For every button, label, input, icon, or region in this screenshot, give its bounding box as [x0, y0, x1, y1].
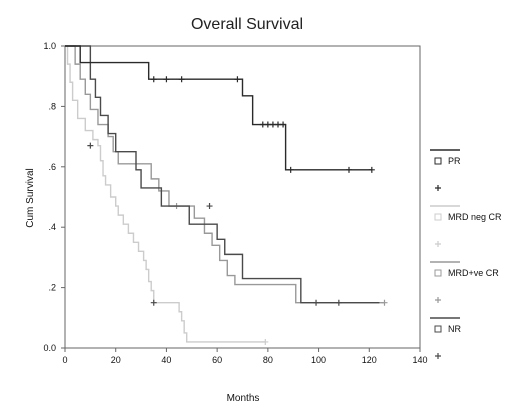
series-mrd-neg-cr [65, 45, 269, 345]
x-axis-ticks: 0 20 40 60 80 100 120 140 [62, 348, 428, 365]
y-tick-label: .8 [48, 101, 56, 111]
series-layer [65, 45, 388, 345]
legend-item-nr: NR [430, 317, 461, 359]
legend-label: PR [448, 156, 461, 166]
y-tick-label: .2 [48, 283, 56, 293]
legend-label: MRD neg CR [448, 212, 502, 222]
plot-frame [64, 45, 421, 349]
x-axis-label: Months [227, 393, 260, 404]
survival-curve-nr [65, 45, 380, 304]
censor-mark [150, 299, 157, 306]
legend-square-icon [434, 325, 442, 333]
legend-item-pr: PR [430, 149, 461, 191]
x-tick-label: 40 [161, 355, 171, 365]
y-axis-ticks: 0.0 .2 .4 .6 .8 1.0 [43, 41, 65, 353]
legend-censor-icon [435, 297, 441, 303]
x-tick-label: 80 [263, 355, 273, 365]
censor-mark [381, 299, 388, 306]
y-tick-label: 1.0 [43, 41, 56, 51]
legend-censor-icon [435, 185, 441, 191]
censor-mark [206, 203, 213, 210]
censor-mark [163, 76, 170, 83]
y-tick-label: 0.0 [43, 343, 56, 353]
x-tick-label: 60 [212, 355, 222, 365]
censor-mark [269, 121, 276, 128]
censor-mark [346, 166, 352, 173]
censor-mark [368, 166, 375, 173]
x-tick-label: 120 [362, 355, 377, 365]
legend-square-icon [434, 213, 442, 221]
censor-mark [335, 299, 342, 306]
x-tick-label: 100 [311, 355, 326, 365]
censor-mark [313, 299, 320, 306]
x-tick-label: 20 [111, 355, 121, 365]
series-pr [65, 45, 375, 173]
legend-square-icon [434, 157, 442, 165]
survival-curve-mrd-neg-cr [65, 45, 266, 343]
chart-title: Overall Survival [191, 16, 303, 33]
censor-mark [178, 76, 185, 83]
legend: PR MRD neg CR MRD+ve CR NR [430, 149, 502, 359]
y-tick-label: .6 [48, 162, 56, 172]
censor-mark [287, 166, 294, 173]
legend-label: MRD+ve CR [448, 268, 499, 278]
legend-label: NR [448, 324, 461, 334]
x-tick-label: 140 [412, 355, 427, 365]
legend-square-icon [434, 269, 442, 277]
legend-item-mrd-neg-cr: MRD neg CR [430, 205, 502, 247]
survival-curve-mrd-ve-cr [65, 45, 385, 304]
censor-mark [262, 338, 269, 345]
censor-mark [280, 121, 287, 128]
y-tick-label: .4 [48, 222, 56, 232]
survival-curve-pr [65, 45, 372, 171]
censor-mark [275, 121, 281, 128]
censor-mark [264, 121, 271, 128]
legend-censor-icon [435, 353, 441, 359]
y-axis-label: Cum Survival [25, 168, 36, 227]
censor-mark [234, 76, 241, 83]
censor-mark [87, 142, 94, 149]
legend-censor-icon [435, 241, 441, 247]
x-tick-label: 0 [62, 355, 67, 365]
legend-item-mrd-ve-cr: MRD+ve CR [430, 261, 499, 303]
censor-mark [259, 121, 266, 128]
censor-mark [150, 76, 157, 83]
plot-area-border [64, 45, 421, 349]
series-nr [65, 45, 380, 306]
